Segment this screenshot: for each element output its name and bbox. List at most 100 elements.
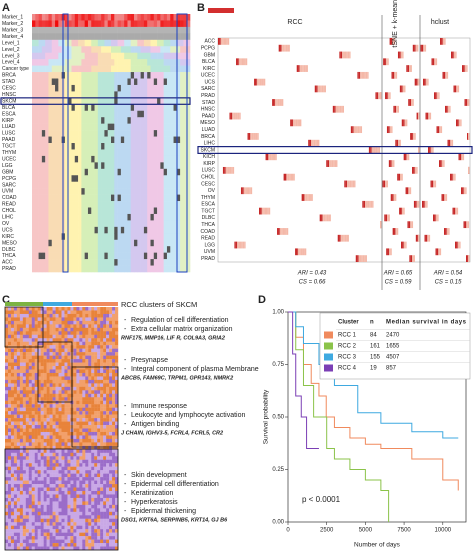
- cell: [58, 320, 62, 325]
- cell: [137, 155, 141, 163]
- cell: [84, 226, 89, 234]
- cell: [58, 355, 62, 360]
- cell: [418, 200, 420, 208]
- cell: [255, 133, 258, 140]
- cell: [218, 38, 220, 45]
- cell: [134, 213, 138, 221]
- cell: [32, 207, 36, 215]
- cell: [97, 473, 101, 478]
- cell: [183, 259, 188, 266]
- cell: [127, 143, 132, 150]
- cell: [109, 438, 113, 443]
- cell: [67, 362, 71, 367]
- cell: [88, 345, 92, 349]
- cell: [91, 84, 95, 92]
- cell: [106, 317, 110, 322]
- cell: [35, 33, 39, 41]
- cell: [163, 194, 168, 202]
- cell: [130, 175, 135, 182]
- cell: [166, 252, 171, 260]
- cell: [70, 466, 74, 471]
- cell: [64, 130, 69, 137]
- cell: [55, 508, 59, 513]
- cell: [79, 307, 83, 311]
- cell: [157, 65, 161, 73]
- cell: [284, 44, 286, 52]
- cell: [51, 259, 56, 266]
- cell: [28, 425, 32, 429]
- cell: [58, 39, 62, 47]
- cell: [5, 414, 9, 419]
- cell: [64, 525, 68, 530]
- cell: [91, 117, 95, 124]
- cell: [124, 246, 128, 253]
- cell: [70, 313, 74, 318]
- cell: [88, 490, 92, 495]
- cell: [173, 194, 178, 202]
- cell: [73, 449, 77, 453]
- cell: [31, 435, 35, 440]
- cell: [76, 418, 80, 422]
- cell: [34, 379, 38, 384]
- cell: [28, 397, 32, 401]
- cell: [32, 226, 36, 234]
- cell: [134, 220, 138, 228]
- cell: [64, 313, 68, 318]
- cell: [64, 383, 68, 388]
- cell: [140, 72, 145, 79]
- cell: [64, 431, 68, 436]
- cell: [58, 484, 62, 488]
- cell: [166, 175, 171, 182]
- cell: [48, 233, 53, 241]
- cell: [67, 477, 71, 481]
- row-label: UVM: [204, 249, 215, 255]
- cell: [38, 155, 43, 163]
- cell: [137, 26, 141, 34]
- cell: [43, 362, 47, 367]
- cell: [34, 331, 38, 335]
- cell: [78, 136, 82, 144]
- cell: [55, 220, 59, 228]
- cell: [73, 400, 77, 405]
- cell: [35, 213, 39, 221]
- cell: [344, 180, 346, 188]
- cell: [112, 390, 116, 394]
- cell: [103, 411, 107, 415]
- cell: [58, 307, 62, 311]
- cell: [439, 126, 441, 134]
- cell: [115, 487, 119, 492]
- cell: [114, 265, 118, 273]
- cell: [25, 428, 29, 433]
- cell: [173, 123, 178, 131]
- cell: [76, 376, 80, 381]
- cell: [38, 26, 43, 34]
- cell: [37, 449, 41, 453]
- cell: [114, 226, 118, 234]
- cell: [115, 470, 119, 474]
- cell: [67, 494, 71, 499]
- cell: [38, 33, 43, 41]
- cell: [16, 456, 21, 460]
- cell: [28, 497, 32, 502]
- cell: [31, 428, 35, 433]
- cell: [85, 477, 89, 481]
- cell: [97, 155, 102, 163]
- cell: [70, 487, 74, 492]
- cell: [94, 252, 99, 260]
- cell: [51, 65, 56, 73]
- cell: [78, 123, 82, 131]
- cell: [64, 477, 68, 481]
- cell: [82, 386, 86, 391]
- row-label: PRAD: [201, 256, 215, 262]
- cell: [68, 97, 72, 105]
- cell: [7, 400, 12, 405]
- cell: [76, 494, 80, 499]
- cell: [40, 518, 44, 523]
- cell: [73, 334, 77, 339]
- cell: [91, 110, 95, 118]
- cell: [97, 390, 101, 394]
- cell: [434, 92, 436, 100]
- cell: [91, 438, 95, 443]
- cell: [73, 397, 77, 401]
- cell: [87, 149, 92, 157]
